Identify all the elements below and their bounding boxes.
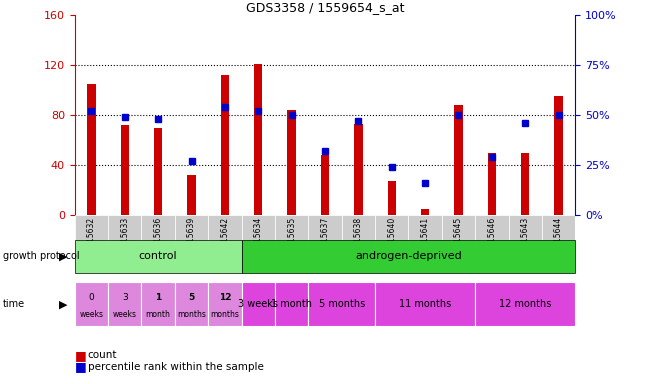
Bar [508, 215, 542, 265]
Bar [142, 215, 175, 265]
Text: 0: 0 [88, 293, 94, 302]
Bar [242, 240, 575, 273]
Bar [421, 209, 429, 215]
Text: count: count [88, 350, 117, 360]
Bar [208, 215, 242, 265]
Text: GSM215644: GSM215644 [554, 217, 563, 263]
Bar [175, 215, 208, 265]
Text: 1 month: 1 month [271, 299, 312, 310]
Bar [342, 215, 375, 265]
Text: GSM215638: GSM215638 [354, 217, 363, 263]
Bar [475, 215, 508, 265]
Bar [242, 215, 275, 265]
Bar [275, 282, 308, 326]
Bar [275, 215, 308, 265]
Bar [387, 181, 396, 215]
Bar [108, 282, 142, 326]
Bar [87, 84, 96, 215]
Text: GSM215640: GSM215640 [387, 217, 396, 263]
Text: GSM215645: GSM215645 [454, 217, 463, 263]
Bar [254, 64, 263, 215]
Bar [454, 105, 463, 215]
Text: GSM215633: GSM215633 [120, 217, 129, 263]
Text: 3: 3 [122, 293, 127, 302]
Text: GSM215634: GSM215634 [254, 217, 263, 263]
Text: 11 months: 11 months [399, 299, 451, 310]
Text: 5: 5 [188, 293, 194, 302]
Bar [542, 215, 575, 265]
Text: GSM215643: GSM215643 [521, 217, 530, 263]
Text: weeks: weeks [113, 310, 136, 319]
Bar [175, 282, 208, 326]
Text: GSM215642: GSM215642 [220, 217, 229, 263]
Bar [208, 282, 242, 326]
Bar [375, 282, 475, 326]
Bar [475, 282, 575, 326]
Text: 1: 1 [155, 293, 161, 302]
Text: ▶: ▶ [59, 299, 68, 310]
Text: growth protocol: growth protocol [3, 251, 80, 262]
Bar [287, 110, 296, 215]
Bar [75, 282, 108, 326]
Bar [308, 282, 375, 326]
Title: GDS3358 / 1559654_s_at: GDS3358 / 1559654_s_at [246, 1, 404, 14]
Text: weeks: weeks [79, 310, 103, 319]
Text: 5 months: 5 months [318, 299, 365, 310]
Bar [187, 175, 196, 215]
Bar [221, 75, 229, 215]
Text: percentile rank within the sample: percentile rank within the sample [88, 362, 264, 372]
Text: 12: 12 [218, 293, 231, 302]
Text: GSM215639: GSM215639 [187, 217, 196, 263]
Bar [308, 215, 342, 265]
Bar [154, 127, 162, 215]
Text: month: month [146, 310, 170, 319]
Bar [554, 96, 563, 215]
Bar [321, 155, 329, 215]
Text: 3 weeks: 3 weeks [239, 299, 278, 310]
Text: ▶: ▶ [59, 251, 68, 262]
Bar [75, 240, 242, 273]
Text: ■: ■ [75, 360, 86, 373]
Bar [75, 215, 108, 265]
Text: GSM215635: GSM215635 [287, 217, 296, 263]
Bar [408, 215, 442, 265]
Text: months: months [177, 310, 206, 319]
Bar [142, 282, 175, 326]
Bar [375, 215, 408, 265]
Bar [242, 282, 275, 326]
Text: GSM215637: GSM215637 [320, 217, 330, 263]
Bar [108, 215, 142, 265]
Text: months: months [211, 310, 239, 319]
Text: GSM215646: GSM215646 [488, 217, 497, 263]
Text: GSM215636: GSM215636 [153, 217, 162, 263]
Bar [488, 152, 496, 215]
Bar [121, 125, 129, 215]
Text: ■: ■ [75, 349, 86, 362]
Bar [521, 152, 529, 215]
Text: 12 months: 12 months [499, 299, 551, 310]
Bar [442, 215, 475, 265]
Text: control: control [139, 251, 177, 262]
Bar [354, 124, 363, 215]
Text: time: time [3, 299, 25, 310]
Text: androgen-deprived: androgen-deprived [355, 251, 462, 262]
Text: GSM215632: GSM215632 [87, 217, 96, 263]
Text: GSM215641: GSM215641 [421, 217, 430, 263]
